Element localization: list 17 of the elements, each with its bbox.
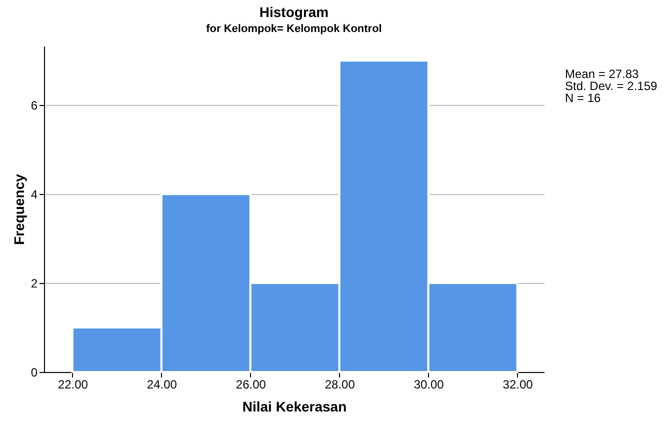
x-axis-title: Nilai Kekerasan — [242, 398, 347, 414]
text: Std. Dev. = 2.159 — [565, 79, 658, 93]
text: Mean = 27.83 — [565, 67, 640, 81]
chart-title: Histogram — [259, 4, 329, 20]
x-tick-label: 28.00 — [324, 378, 356, 392]
y-tick-label: 4 — [30, 188, 38, 202]
x-tick-label: 26.00 — [236, 378, 266, 392]
x-tick-label: 30.00 — [414, 378, 444, 392]
y-tick-label: 2 — [30, 276, 38, 291]
y-axis-title: Frequency — [10, 174, 27, 245]
chart-subtitle: for Kelompok= Kelompok Kontrol — [206, 23, 382, 35]
x-tick-label: 22.00 — [58, 378, 88, 392]
text: N = 16 — [565, 91, 602, 105]
y-tick-label: 0 — [30, 366, 38, 380]
x-tick-label: 32.00 — [502, 378, 534, 392]
y-tick-label: 6 — [30, 98, 38, 113]
x-tick-label: 24.00 — [146, 378, 178, 392]
